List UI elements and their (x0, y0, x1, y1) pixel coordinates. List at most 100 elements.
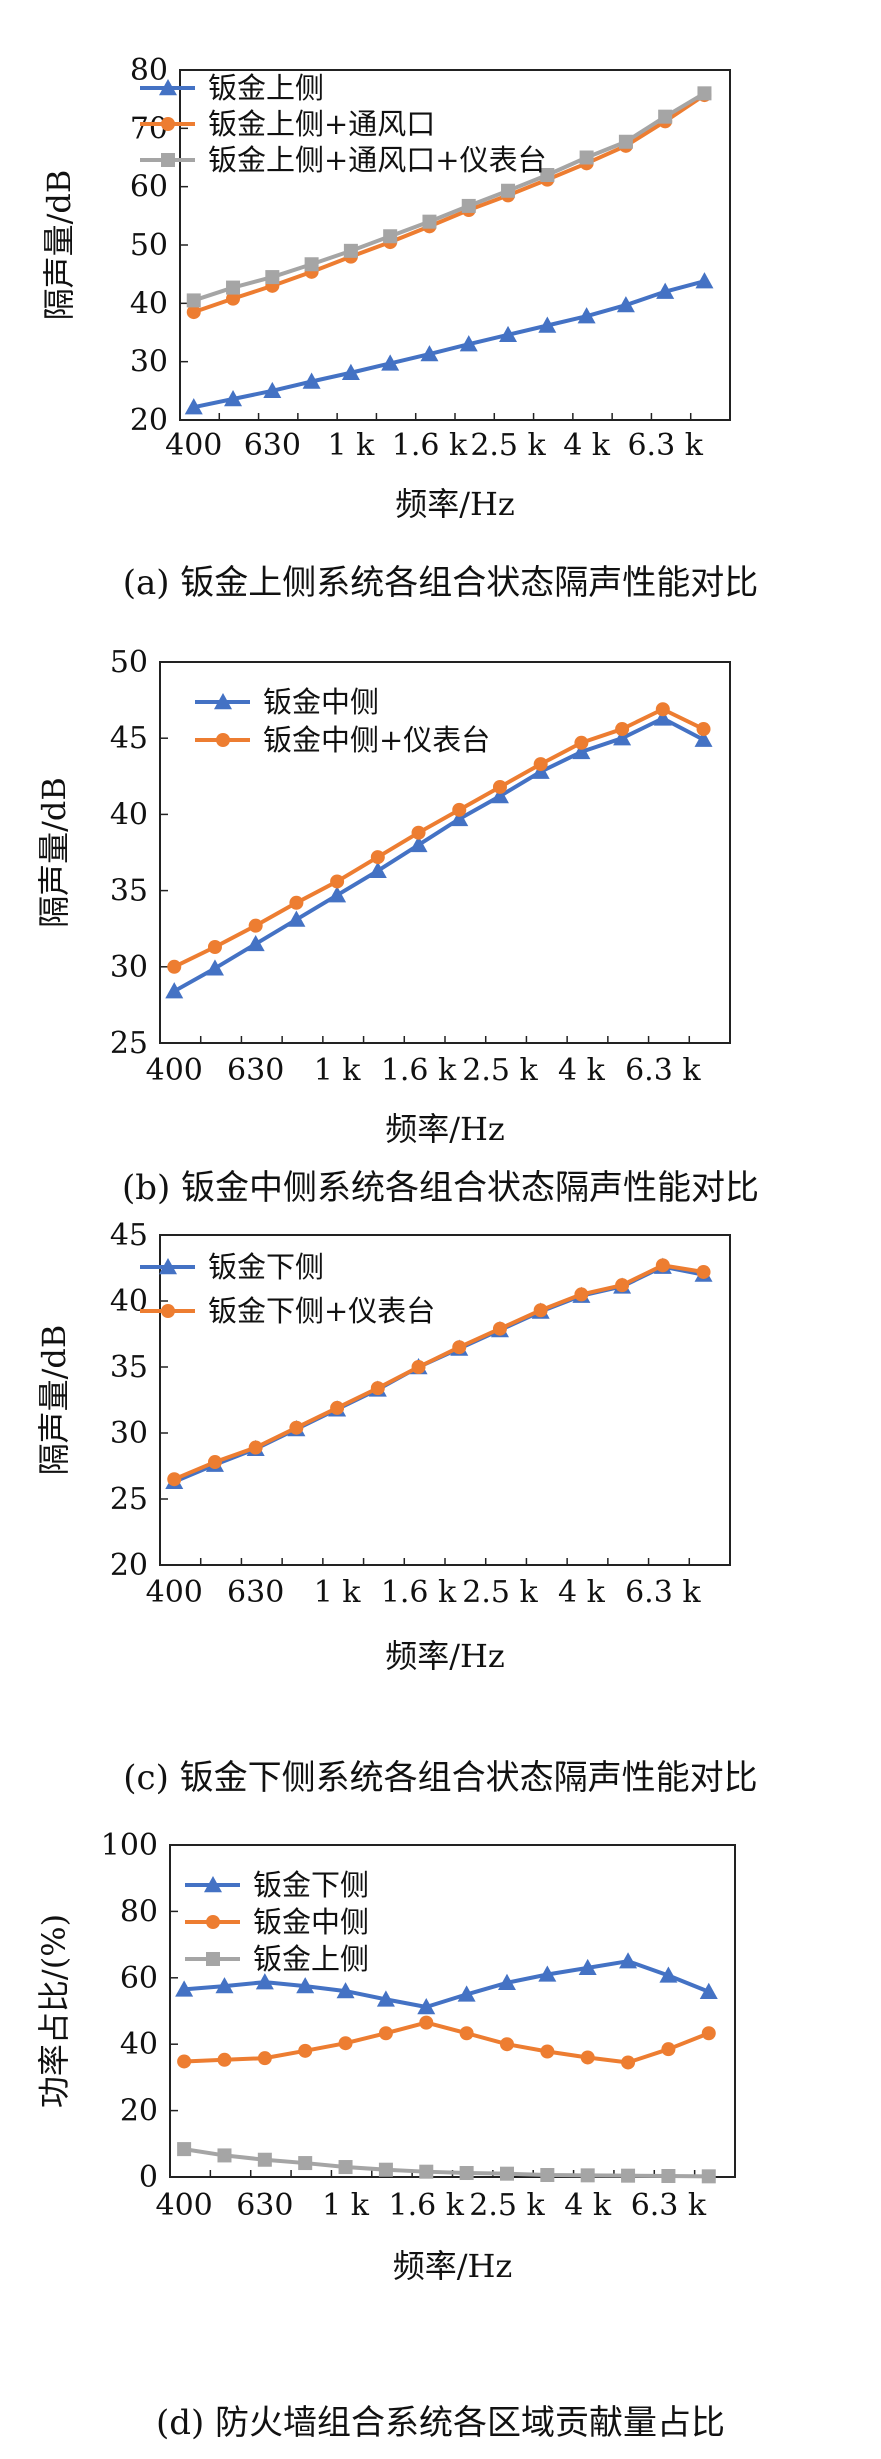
y-tick-label: 50 (110, 645, 148, 680)
data-point (217, 2052, 232, 2067)
data-point (618, 134, 633, 149)
data-point (246, 934, 265, 952)
data-point (579, 150, 594, 165)
legend-label: 钣金上侧+通风口 (208, 107, 435, 141)
legend-label: 钣金下侧+仪表台 (208, 1294, 435, 1328)
data-point (341, 363, 360, 380)
data-point (263, 381, 282, 399)
data-point (577, 307, 596, 324)
y-tick-label: 20 (120, 2094, 158, 2129)
x-tick-label: 4 k (563, 428, 611, 463)
legend-label: 钣金上侧 (208, 71, 324, 105)
data-point (328, 886, 347, 903)
data-point (207, 1455, 222, 1470)
data-point (615, 722, 630, 737)
y-tick-label: 0 (139, 2160, 158, 2195)
data-point (492, 1321, 507, 1336)
y-tick-label: 70 (130, 111, 168, 146)
data-point (533, 1303, 548, 1318)
chart-caption-c: (c) 钣金下侧系统各组合状态隔声性能对比 (123, 1758, 758, 1798)
data-point (417, 1998, 436, 2015)
data-point (540, 2168, 555, 2183)
data-point (538, 316, 557, 333)
data-point (248, 1440, 263, 1455)
legend-marker (161, 1304, 175, 1318)
data-point (289, 1420, 304, 1435)
data-point (661, 2169, 676, 2184)
data-point (655, 702, 670, 717)
data-point (257, 2051, 272, 2066)
data-point (492, 779, 507, 794)
data-point (419, 2015, 434, 2030)
data-point (186, 305, 201, 320)
data-point (298, 2156, 313, 2171)
data-point (615, 1278, 630, 1293)
data-point (411, 825, 426, 840)
chart-caption-b: (b) 钣金中侧系统各组合状态隔声性能对比 (121, 1168, 760, 1208)
data-point (696, 722, 711, 737)
data-point (370, 1381, 385, 1396)
y-tick-label: 80 (120, 1894, 158, 1929)
y-tick-label: 25 (110, 1026, 148, 1061)
chart-panel-c: 20 25 30 35 40 45 400 630 1 k 1.6 k 2.5 k 4 k 6.3 k 频… (0, 1210, 881, 1810)
y-tick-label: 25 (110, 1482, 148, 1517)
x-tick-label: 400 (146, 1053, 203, 1088)
x-tick-label: 1.6 k (381, 1575, 457, 1610)
chart-svg-c: 20 25 30 35 40 45 400 630 1 k 1.6 k 2.5 k 4 k 6.3 k 频… (35, 1218, 731, 1675)
legend-label: 钣金中侧 (253, 1905, 369, 1939)
data-point (701, 2026, 716, 2041)
x-axis-title: 频率/Hz (393, 2247, 513, 2285)
y-tick-label: 80 (130, 53, 168, 88)
y-tick-label: 45 (110, 1218, 148, 1253)
x-tick-label: 1 k (314, 1575, 362, 1610)
data-point (167, 959, 182, 974)
data-point (336, 1982, 355, 1999)
legend-marker (161, 153, 175, 167)
data-point (694, 730, 713, 747)
legend-marker (159, 79, 177, 96)
legend-label: 钣金中侧+仪表台 (263, 723, 490, 757)
y-tick-label: 40 (110, 797, 148, 832)
x-tick-label: 1 k (322, 2188, 370, 2223)
y-tick-label: 35 (110, 1350, 148, 1385)
data-point (289, 895, 304, 910)
data-point (419, 2164, 434, 2179)
x-tick-label: 630 (227, 1053, 284, 1088)
legend-label: 钣金下侧 (253, 1868, 369, 1902)
data-point (699, 1982, 718, 1999)
data-point (226, 280, 241, 295)
data-point (452, 1340, 467, 1355)
plot-frame (159, 1234, 731, 1566)
data-point (217, 2148, 232, 2163)
data-point (338, 2160, 353, 2175)
data-point (205, 959, 224, 976)
legend-marker (161, 117, 175, 131)
data-point (490, 787, 509, 804)
data-point (621, 2168, 636, 2183)
y-tick-label: 45 (110, 721, 148, 756)
y-tick-label: 20 (110, 1548, 148, 1583)
y-axis-title: 功率占比/(%) (35, 1914, 73, 2108)
data-point (499, 2037, 514, 2052)
series-line-1 (183, 1959, 710, 2010)
data-point (330, 1400, 345, 1415)
x-tick-label: 630 (227, 1575, 284, 1610)
data-point (330, 874, 345, 889)
y-tick-label: 30 (110, 950, 148, 985)
chart-panel-d: 0 20 40 60 80 100 400 630 1 k 1.6 k 2.5 k 4 k 6.3 k 频… (0, 1810, 881, 2450)
data-point (499, 2166, 514, 2181)
y-axis-title: 隔声量/dB (35, 777, 73, 928)
x-tick-label: 630 (244, 428, 301, 463)
data-point (370, 850, 385, 865)
y-axis-title: 隔声量/dB (35, 1325, 73, 1476)
data-point (621, 2055, 636, 2070)
x-axis-title: 频率/Hz (395, 485, 515, 523)
x-tick-label: 1.6 k (381, 1053, 457, 1088)
data-point (383, 229, 398, 244)
x-tick-label: 6.3 k (627, 428, 703, 463)
y-tick-label: 60 (120, 1961, 158, 1996)
y-tick-label: 20 (130, 403, 168, 438)
data-point (296, 1977, 315, 1994)
data-point (184, 398, 203, 415)
legend-marker (206, 1952, 220, 1966)
